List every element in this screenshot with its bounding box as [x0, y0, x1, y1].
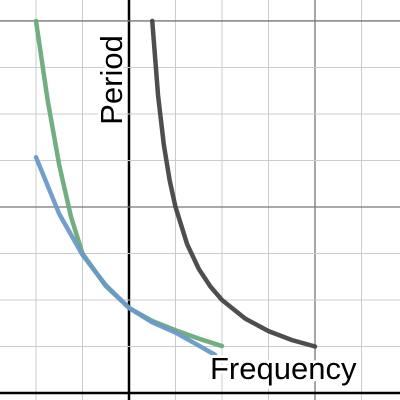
curve: [149, 18, 318, 349]
x-axis-label: Frequency: [210, 351, 357, 386]
curve: [33, 154, 218, 358]
curves: [33, 18, 318, 358]
y-axis-label: Period: [94, 35, 129, 125]
